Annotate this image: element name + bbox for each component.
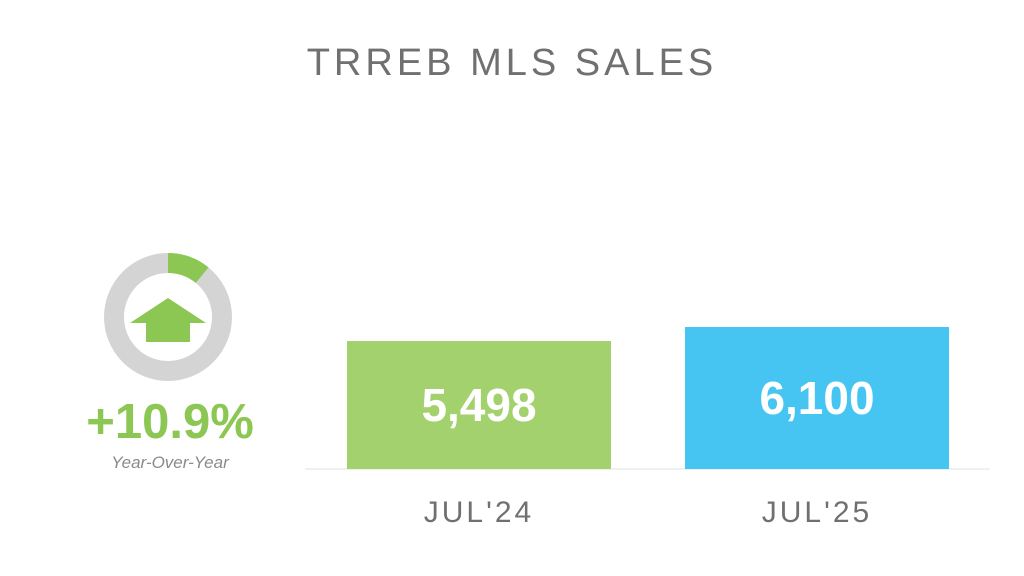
bar-0	[347, 341, 611, 469]
bar-1	[685, 327, 949, 469]
arrow-up-icon	[130, 298, 206, 342]
ring-fill-segment	[167, 253, 209, 284]
yoy-percent-change: +10.9%	[86, 395, 254, 449]
bar-value-label-1: 6,100	[759, 372, 874, 424]
category-label-1: JUL'25	[762, 496, 872, 529]
bars-group: 5,498 JUL'24 6,100 JUL'25	[347, 327, 949, 529]
yoy-ring-indicator	[104, 253, 232, 381]
category-label-0: JUL'24	[424, 496, 534, 529]
chart-title: TRREB MLS SALES	[306, 42, 718, 84]
bar-value-label-0: 5,498	[421, 379, 536, 431]
yoy-caption: Year-Over-Year	[111, 453, 229, 472]
